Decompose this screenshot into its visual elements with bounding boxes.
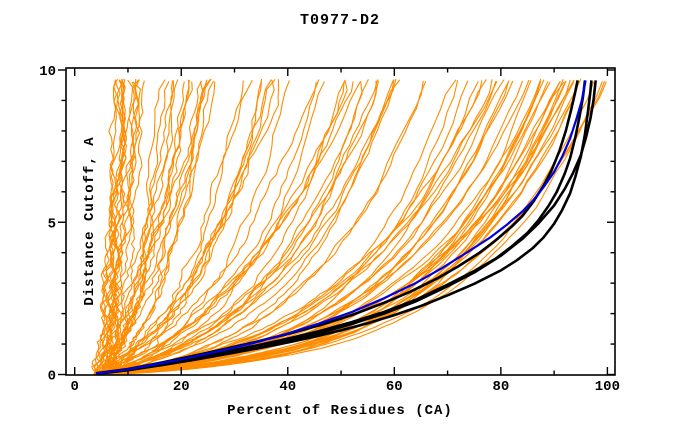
y-tick-label: 0 [48, 369, 56, 385]
prediction-curve [95, 80, 174, 375]
prediction-curve [91, 81, 137, 375]
prediction-curve [110, 81, 170, 375]
prediction-curve [94, 79, 208, 375]
x-tick-label: 100 [595, 379, 620, 395]
prediction-curve [104, 81, 603, 375]
curves-layer [91, 78, 607, 375]
prediction-curve [101, 79, 127, 375]
prediction-curve [103, 80, 145, 375]
prediction-curve [109, 80, 290, 375]
prediction-curve [94, 80, 127, 375]
prediction-curve [96, 78, 212, 375]
prediction-curve [97, 81, 216, 375]
y-axis-label: Distance Cutoff, A [82, 136, 98, 306]
prediction-curve [105, 80, 244, 375]
x-tick-label: 60 [386, 379, 403, 395]
prediction-curve [105, 81, 185, 375]
prediction-curve [100, 79, 276, 375]
x-axis-label: Percent of Residues (CA) [227, 403, 453, 419]
x-tick-label: 20 [173, 379, 190, 395]
prediction-curve [94, 80, 380, 375]
prediction-curve [94, 79, 320, 375]
highlighted-model-blue [95, 80, 587, 375]
prediction-curve [94, 79, 127, 375]
x-tick-label: 0 [70, 379, 78, 395]
x-tick-label: 80 [492, 379, 509, 395]
chart-title: T0977-D2 [299, 12, 380, 29]
prediction-curve [106, 81, 345, 375]
y-tick-label: 5 [48, 216, 56, 232]
prediction-curve [94, 79, 575, 375]
y-tick-label: 10 [39, 64, 56, 80]
prediction-curve [99, 79, 401, 375]
x-tick-label: 40 [279, 379, 296, 395]
highlighted-model-black-4 [95, 80, 597, 375]
prediction-curve [96, 81, 354, 375]
prediction-curve [97, 79, 395, 375]
prediction-curve [97, 80, 567, 375]
